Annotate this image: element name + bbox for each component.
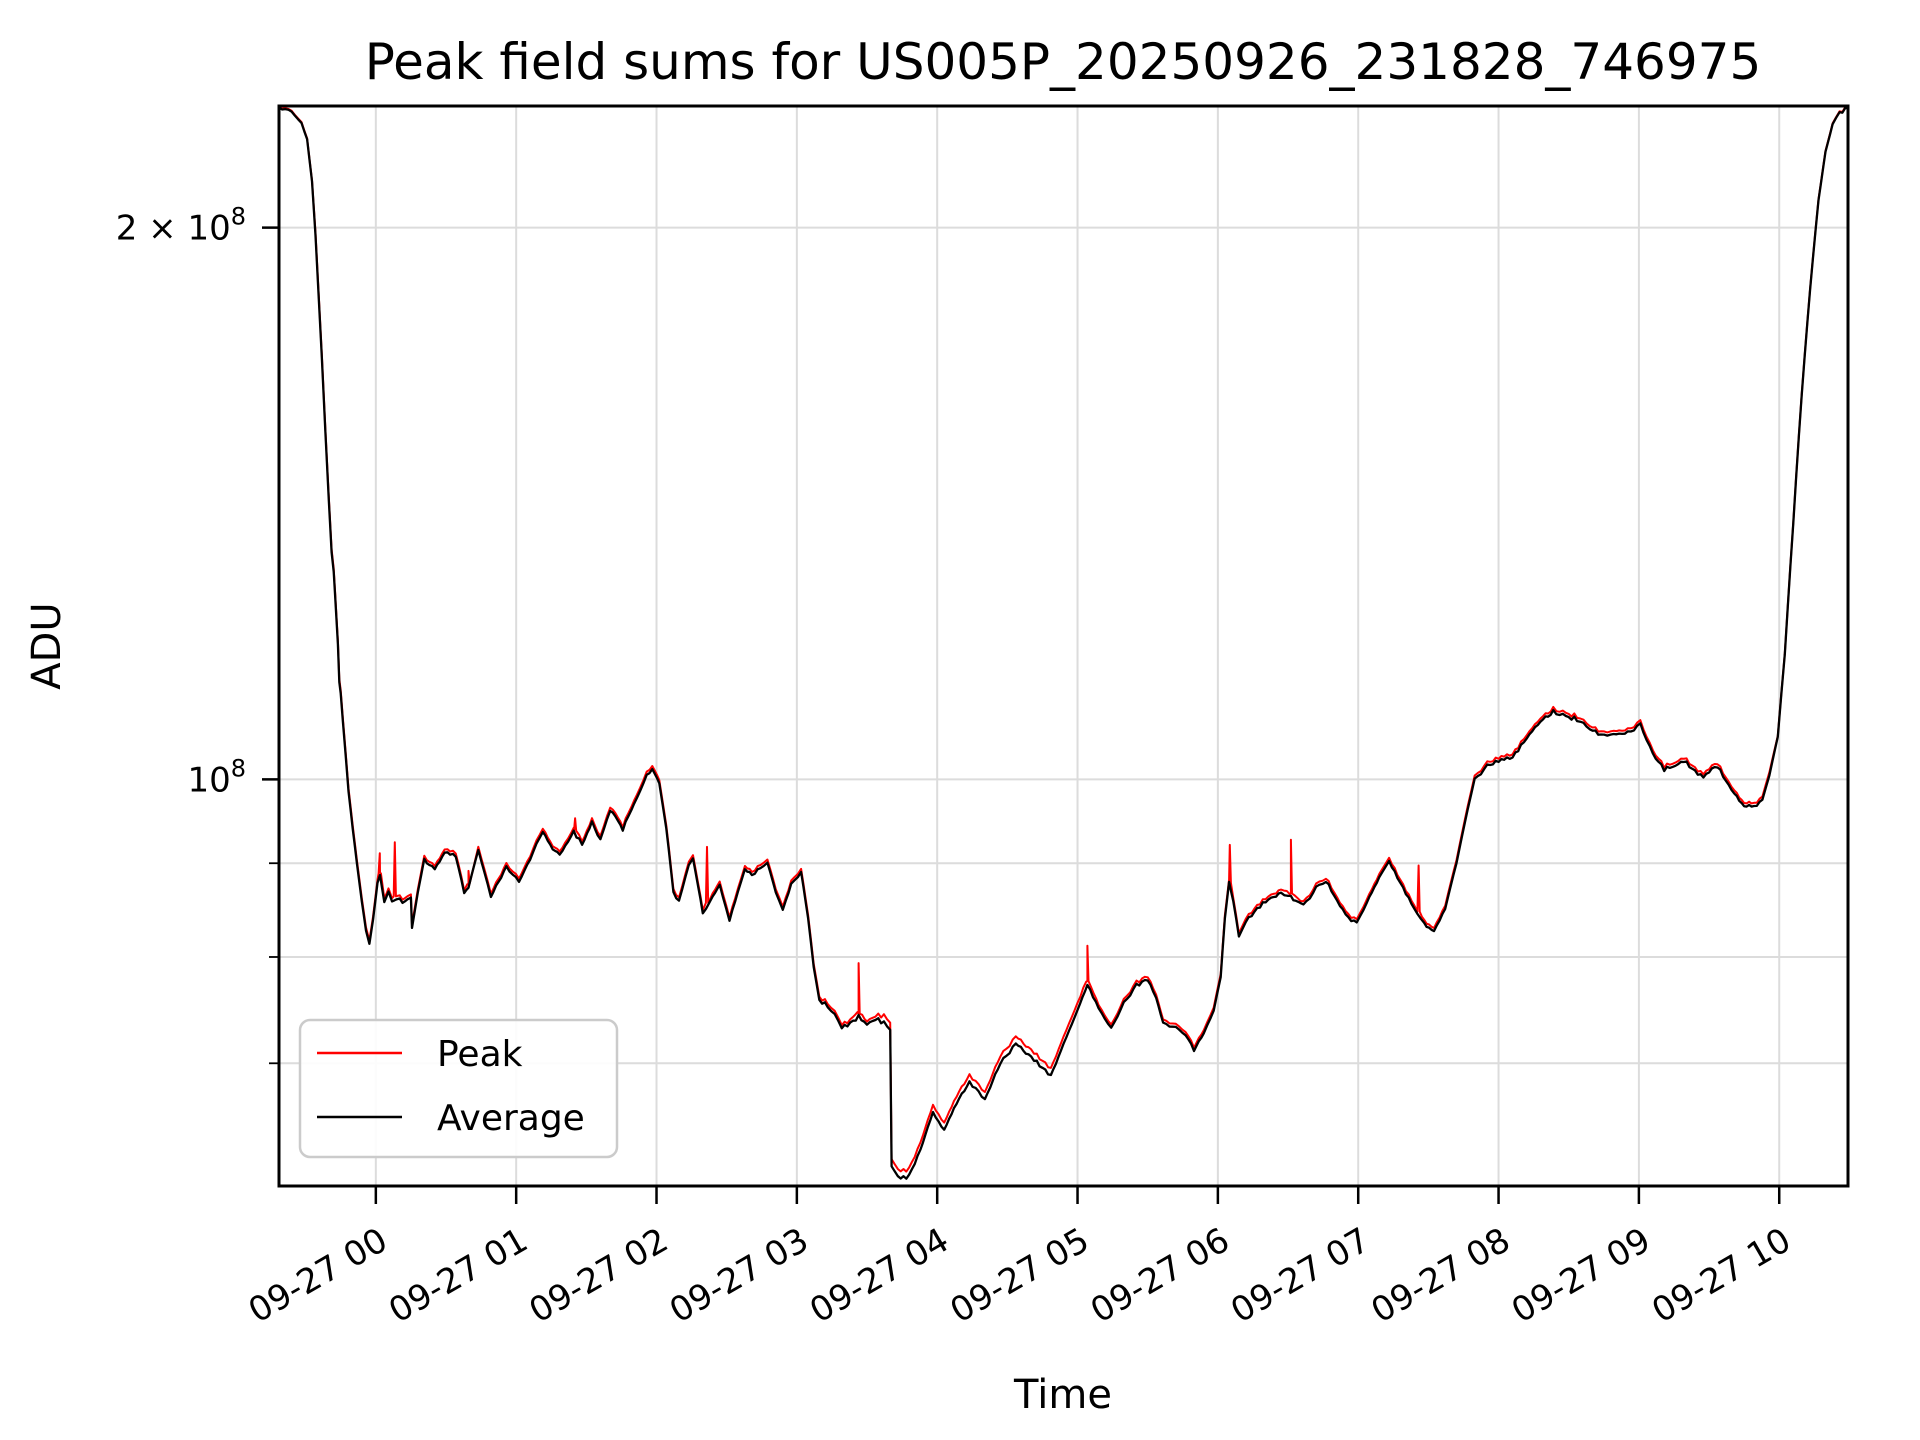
average-series-line	[279, 106, 1848, 1180]
plot-border	[277, 104, 1850, 1188]
x-tick-label: 09-27 06	[1084, 1220, 1236, 1331]
x-tick-label: 09-27 08	[1365, 1220, 1517, 1331]
x-tick-label: 09-27 05	[944, 1220, 1096, 1331]
y-axis-label: ADU	[24, 602, 70, 689]
grid-layer	[279, 106, 1848, 1186]
x-tick-label: 09-27 03	[663, 1220, 815, 1331]
x-tick-label: 09-27 07	[1224, 1220, 1376, 1331]
y-tick-label: 108	[187, 754, 246, 800]
x-axis-label: Time	[1013, 1372, 1112, 1418]
x-tick-label: 09-27 10	[1645, 1220, 1797, 1331]
chart-title: Peak field sums for US005P_20250926_2318…	[365, 33, 1762, 91]
peak-series-line	[279, 106, 1848, 1173]
legend-label-peak: Peak	[437, 1034, 523, 1075]
series-layer	[279, 106, 1848, 1180]
legend-label-average: Average	[437, 1098, 585, 1139]
x-tick-label: 09-27 04	[803, 1220, 955, 1331]
legend: Peak Average	[298, 1018, 619, 1159]
x-tick-label: 09-27 09	[1505, 1220, 1657, 1331]
x-tick-label: 09-27 00	[242, 1220, 394, 1331]
tick-layer	[262, 226, 1781, 1204]
x-tick-label: 09-27 01	[382, 1220, 534, 1331]
y-tick-label: 2 × 108	[116, 203, 246, 249]
x-tick-label: 09-27 02	[523, 1220, 675, 1331]
